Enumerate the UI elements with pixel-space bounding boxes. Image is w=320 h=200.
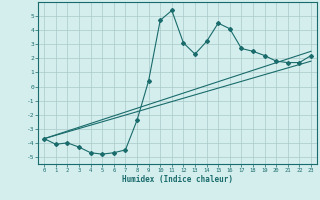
X-axis label: Humidex (Indice chaleur): Humidex (Indice chaleur) <box>122 175 233 184</box>
